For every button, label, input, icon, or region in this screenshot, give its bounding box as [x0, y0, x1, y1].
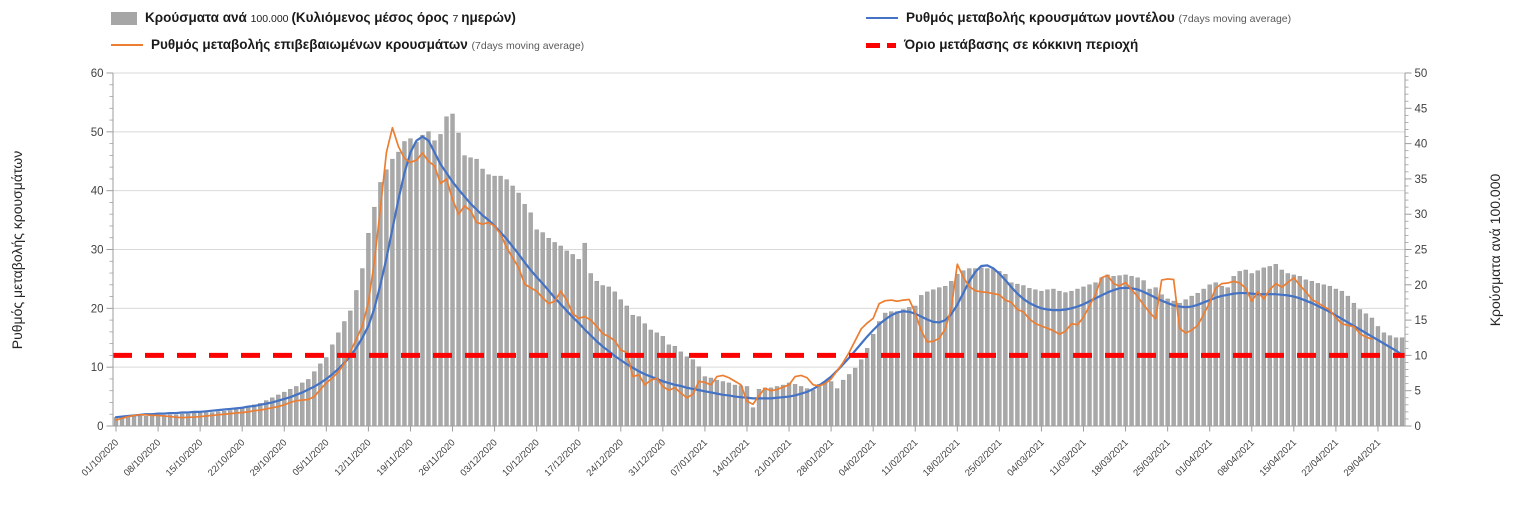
- svg-text:31/12/2020: 31/12/2020: [627, 437, 668, 478]
- svg-text:17/12/2020: 17/12/2020: [542, 437, 583, 478]
- y-axis-right-title: Κρούσματα ανά 100.000: [1487, 174, 1503, 327]
- svg-text:40: 40: [91, 186, 104, 198]
- svg-text:08/04/2021: 08/04/2021: [1215, 437, 1256, 478]
- y-axis-right-tick-labels: 0 5 10 15 20 25 30 35 40 45 50: [1405, 68, 1427, 433]
- svg-text:01/10/2020: 01/10/2020: [80, 437, 121, 478]
- svg-text:15/10/2020: 15/10/2020: [164, 437, 205, 478]
- legend-item-model-rate: Ρυθμός μεταβολής κρουσμάτων μοντέλου (7d…: [866, 9, 1291, 27]
- legend-item-confirmed-rate: Ρυθμός μεταβολής επιβεβαιωμένων κρουσμάτ…: [111, 36, 584, 54]
- legend-label-model-rate: Ρυθμός μεταβολής κρουσμάτων μοντέλου (7d…: [906, 10, 1292, 25]
- legend-item-threshold: Όριο μετάβασης σε κόκκινη περιοχή: [866, 36, 1138, 54]
- svg-text:24/12/2020: 24/12/2020: [585, 437, 626, 478]
- y-axis-left-tick-labels: 0 10 20 30 40 50 60: [91, 68, 113, 433]
- svg-text:29/10/2020: 29/10/2020: [248, 437, 289, 478]
- svg-text:03/12/2020: 03/12/2020: [458, 437, 499, 478]
- x-axis-tick-labels: 01/10/2020 08/10/2020 15/10/2020 22/10/2020…: [80, 426, 1383, 479]
- svg-text:11/03/2021: 11/03/2021: [1048, 437, 1089, 478]
- legend-item-cases: Κρούσματα ανά 100.000 (Κυλιόμενος μέσος …: [111, 9, 516, 27]
- svg-text:14/01/2021: 14/01/2021: [711, 437, 752, 478]
- svg-text:04/02/2021: 04/02/2021: [837, 437, 878, 478]
- svg-text:5: 5: [1415, 386, 1421, 398]
- svg-text:15/04/2021: 15/04/2021: [1258, 437, 1299, 478]
- svg-text:10: 10: [1415, 350, 1428, 362]
- svg-text:10: 10: [91, 362, 104, 374]
- svg-text:45: 45: [1415, 103, 1428, 115]
- svg-text:18/03/2021: 18/03/2021: [1089, 437, 1130, 478]
- line-series-model-rate: [114, 135, 1404, 419]
- svg-text:40: 40: [1415, 139, 1428, 151]
- svg-text:0: 0: [1415, 421, 1421, 433]
- bar-swatch-icon: [111, 11, 137, 25]
- svg-text:22/04/2021: 22/04/2021: [1300, 437, 1341, 478]
- svg-text:26/11/2020: 26/11/2020: [417, 437, 458, 478]
- bar-series-cases-per-100k: [113, 113, 1405, 427]
- svg-text:25: 25: [1415, 245, 1428, 257]
- svg-text:18/02/2021: 18/02/2021: [921, 437, 962, 478]
- red-dash-icon: [866, 42, 896, 48]
- svg-text:29/04/2021: 29/04/2021: [1342, 437, 1383, 478]
- svg-text:21/01/2021: 21/01/2021: [753, 437, 794, 478]
- legend-label-threshold: Όριο μετάβασης σε κόκκινη περιοχή: [904, 37, 1139, 52]
- svg-text:25/03/2021: 25/03/2021: [1131, 437, 1172, 478]
- svg-text:08/10/2020: 08/10/2020: [122, 437, 163, 478]
- svg-text:11/02/2021: 11/02/2021: [879, 437, 920, 478]
- legend-label-cases: Κρούσματα ανά 100.000 (Κυλιόμενος μέσος …: [145, 10, 516, 25]
- svg-text:60: 60: [91, 68, 104, 80]
- orange-line-icon: [111, 44, 143, 46]
- svg-text:15: 15: [1415, 315, 1428, 327]
- legend-label-confirmed-rate: Ρυθμός μεταβολής επιβεβαιωμένων κρουσμάτ…: [151, 37, 585, 52]
- svg-text:25/02/2021: 25/02/2021: [963, 437, 1004, 478]
- svg-text:50: 50: [1415, 68, 1428, 80]
- svg-text:50: 50: [91, 127, 104, 139]
- svg-text:01/04/2021: 01/04/2021: [1173, 437, 1214, 478]
- svg-text:20: 20: [1415, 280, 1428, 292]
- svg-text:07/01/2021: 07/01/2021: [669, 437, 710, 478]
- svg-text:0: 0: [97, 421, 103, 433]
- svg-text:22/10/2020: 22/10/2020: [206, 437, 247, 478]
- svg-text:19/11/2020: 19/11/2020: [375, 437, 416, 478]
- svg-text:05/11/2020: 05/11/2020: [291, 437, 332, 478]
- svg-text:30: 30: [91, 245, 104, 257]
- svg-text:12/11/2020: 12/11/2020: [333, 437, 374, 478]
- line-series-confirmed-rate: [115, 126, 1373, 421]
- blue-line-icon: [866, 17, 898, 19]
- svg-text:20: 20: [91, 303, 104, 315]
- svg-text:10/12/2020: 10/12/2020: [500, 437, 541, 478]
- svg-text:35: 35: [1415, 174, 1428, 186]
- y-axis-left-title: Ρυθμός μεταβολής κρουσμάτων: [9, 151, 25, 349]
- svg-text:30: 30: [1415, 209, 1428, 221]
- svg-text:28/01/2021: 28/01/2021: [795, 437, 836, 478]
- svg-text:04/03/2021: 04/03/2021: [1005, 437, 1046, 478]
